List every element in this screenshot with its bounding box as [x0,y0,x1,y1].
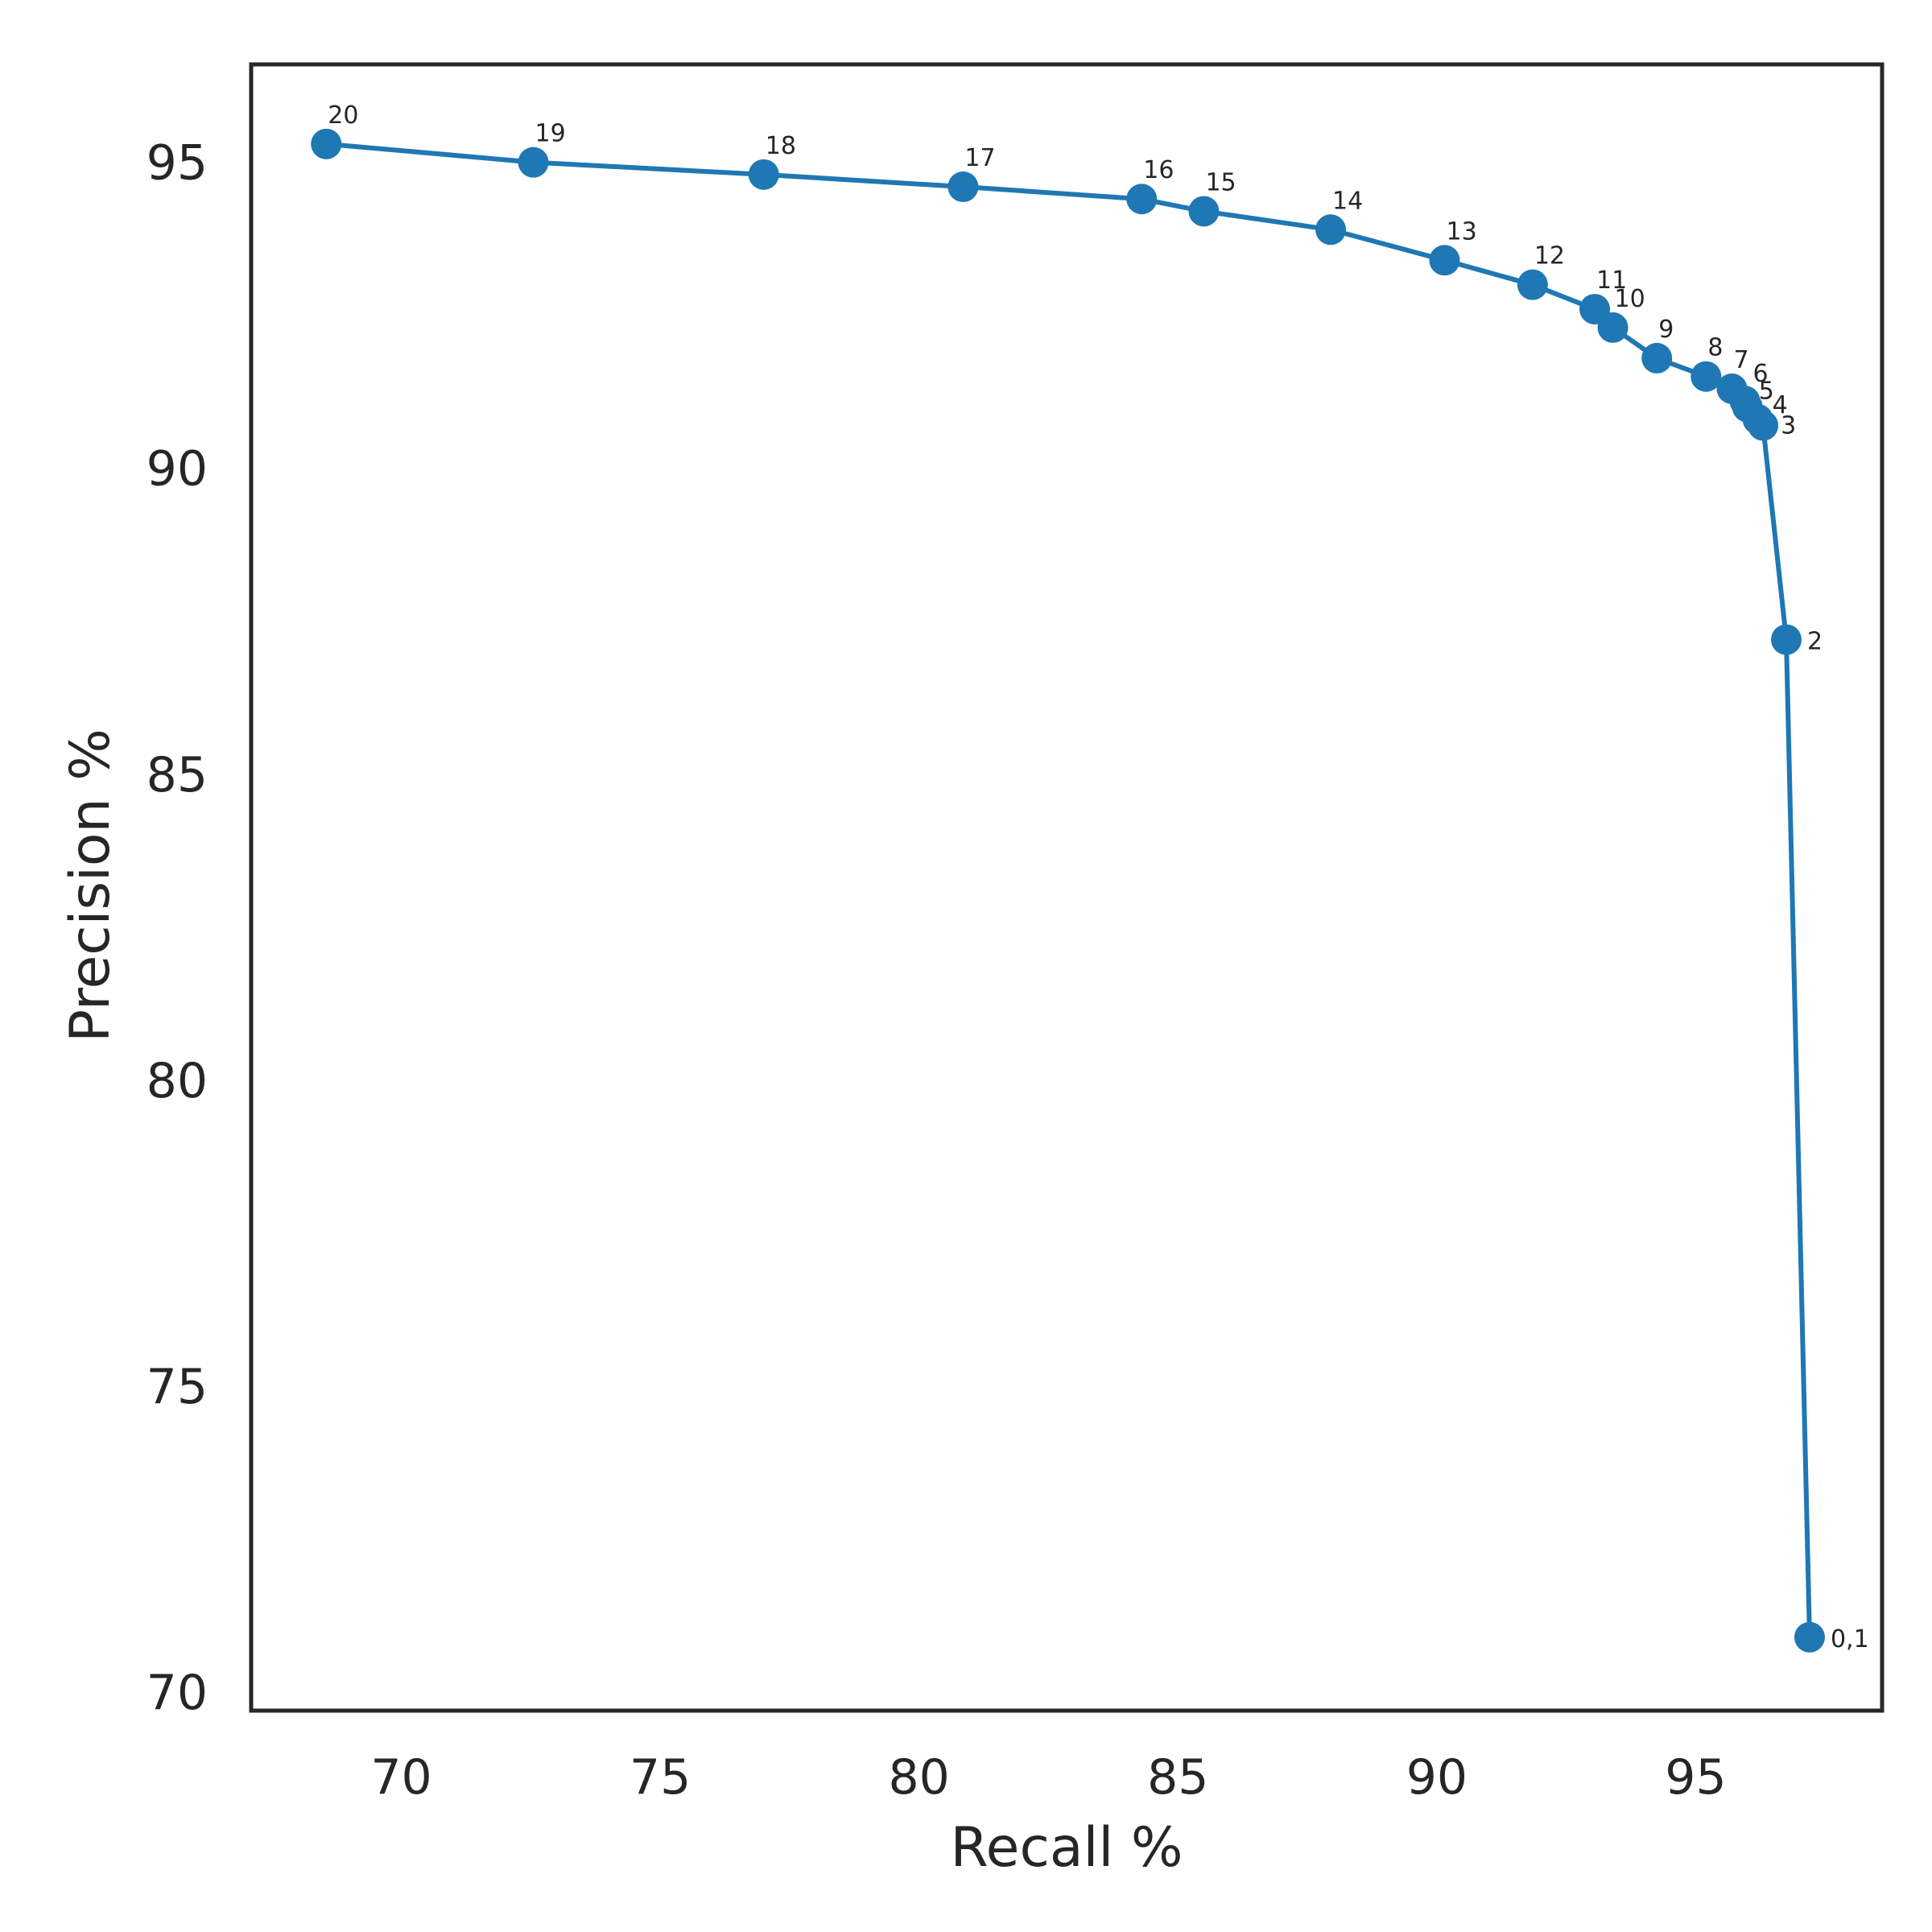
x-tick-labels: 70 75 80 85 90 95 [370,1749,1726,1806]
data-point-label: 7 [1733,346,1748,374]
data-point-label: 4 [1773,391,1788,419]
x-tick-label: 70 [370,1749,431,1806]
data-point-label: 13 [1447,217,1477,246]
y-tick-label: 75 [147,1359,208,1415]
x-tick-label: 95 [1665,1749,1726,1806]
data-point-label: 12 [1534,242,1565,270]
data-point [947,171,979,203]
data-point-label: 14 [1332,187,1363,215]
data-point [1315,214,1347,246]
data-point-label: 10 [1615,285,1645,313]
data-point [1188,196,1220,227]
data-point-label: 3 [1781,412,1796,440]
data-point-label: 6 [1753,360,1769,388]
data-point [1771,624,1802,655]
x-axis-label: Recall % [950,1816,1183,1880]
data-point-label: 0,1 [1831,1625,1869,1653]
data-point [1690,361,1722,392]
x-tick-label: 75 [630,1749,691,1806]
x-tick-label: 80 [889,1749,950,1806]
x-tick-label: 85 [1147,1749,1208,1806]
data-point-label: 11 [1596,266,1627,295]
y-tick-label: 90 [147,441,208,497]
data-point-label: 18 [766,132,796,160]
data-point-label: 15 [1205,168,1236,196]
y-axis-label: Precision % [59,729,122,1042]
y-tick-label: 85 [147,747,208,803]
data-point [311,128,342,159]
data-point-label: 8 [1707,334,1723,362]
data-point-label: 20 [328,101,358,130]
data-point [1429,245,1460,276]
data-point [518,147,549,178]
data-point [1641,342,1673,374]
data-point [1794,1621,1825,1653]
data-point [1126,184,1158,215]
y-tick-label: 95 [147,135,208,192]
data-point-label: 5 [1759,378,1774,406]
y-tick-label: 70 [147,1665,208,1721]
data-point-label: 9 [1658,316,1674,344]
y-tick-labels: 70 75 80 85 90 95 [147,135,208,1722]
data-point-label: 17 [964,144,995,172]
x-tick-label: 90 [1406,1749,1468,1806]
data-point [1716,373,1748,404]
data-point [1579,294,1611,325]
data-point-label: 16 [1143,156,1174,184]
data-point-label: 2 [1807,628,1823,656]
series-line [325,141,1812,1637]
y-tick-label: 80 [147,1053,208,1109]
data-point-label: 19 [535,120,566,148]
plot-frame [249,62,1885,1713]
data-point [748,159,779,190]
data-point [1517,269,1548,300]
